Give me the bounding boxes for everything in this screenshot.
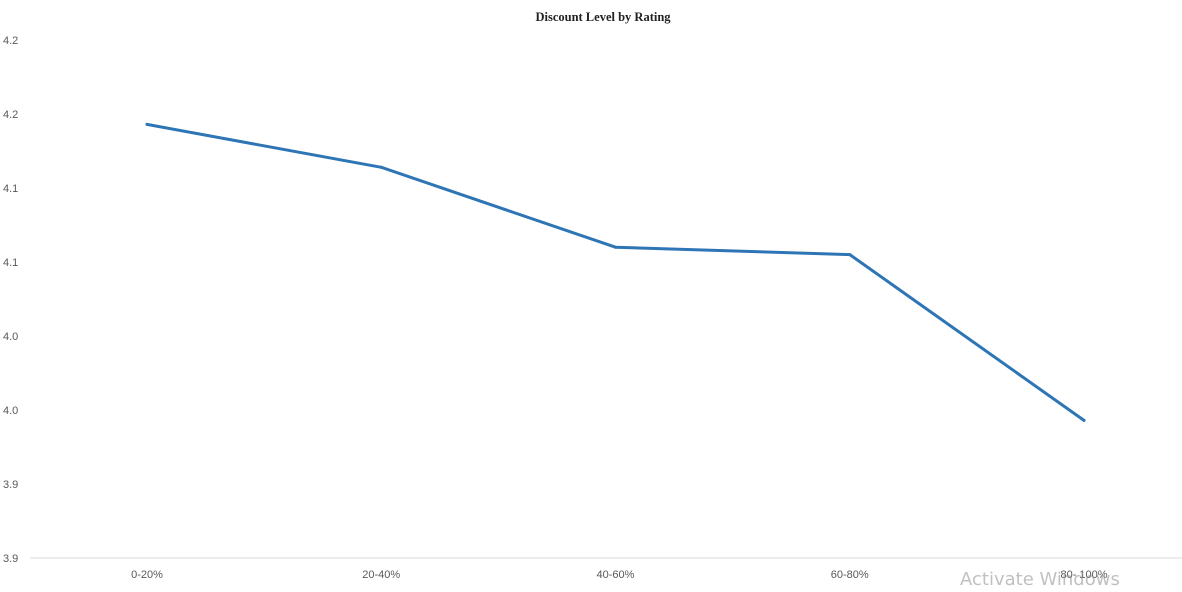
x-tick-label: 0-20% xyxy=(131,569,163,581)
data-point xyxy=(145,122,149,126)
data-point xyxy=(379,165,383,169)
data-point xyxy=(1082,418,1086,422)
y-tick-label: 4.0 xyxy=(3,405,18,417)
y-axis-ticks: 3.9 3.9 4.0 4.0 4.1 4.1 4.2 4.2 xyxy=(3,35,18,565)
y-tick-label: 4.1 xyxy=(3,183,18,195)
x-axis-ticks: 0-20% 20-40% 40-60% 60-80% 80- 100% xyxy=(131,569,1108,581)
data-point xyxy=(614,245,617,249)
y-tick-label: 4.1 xyxy=(3,257,18,269)
x-tick-label: 80- 100% xyxy=(1060,569,1107,581)
y-tick-label: 3.9 xyxy=(3,479,18,491)
chart-title: Discount Level by Rating xyxy=(535,10,671,24)
y-tick-label: 3.9 xyxy=(3,553,18,565)
x-tick-label: 60-80% xyxy=(831,569,869,581)
y-tick-label: 4.0 xyxy=(3,331,18,343)
x-tick-label: 20-40% xyxy=(362,569,400,581)
series-layer xyxy=(145,122,1086,422)
y-tick-label: 4.2 xyxy=(3,109,18,121)
activate-windows-watermark: Activate Windows xyxy=(960,569,1120,590)
y-tick-label: 4.2 xyxy=(3,35,18,47)
x-tick-label: 40-60% xyxy=(597,569,635,581)
series-line xyxy=(145,122,1086,422)
data-point xyxy=(848,253,852,257)
